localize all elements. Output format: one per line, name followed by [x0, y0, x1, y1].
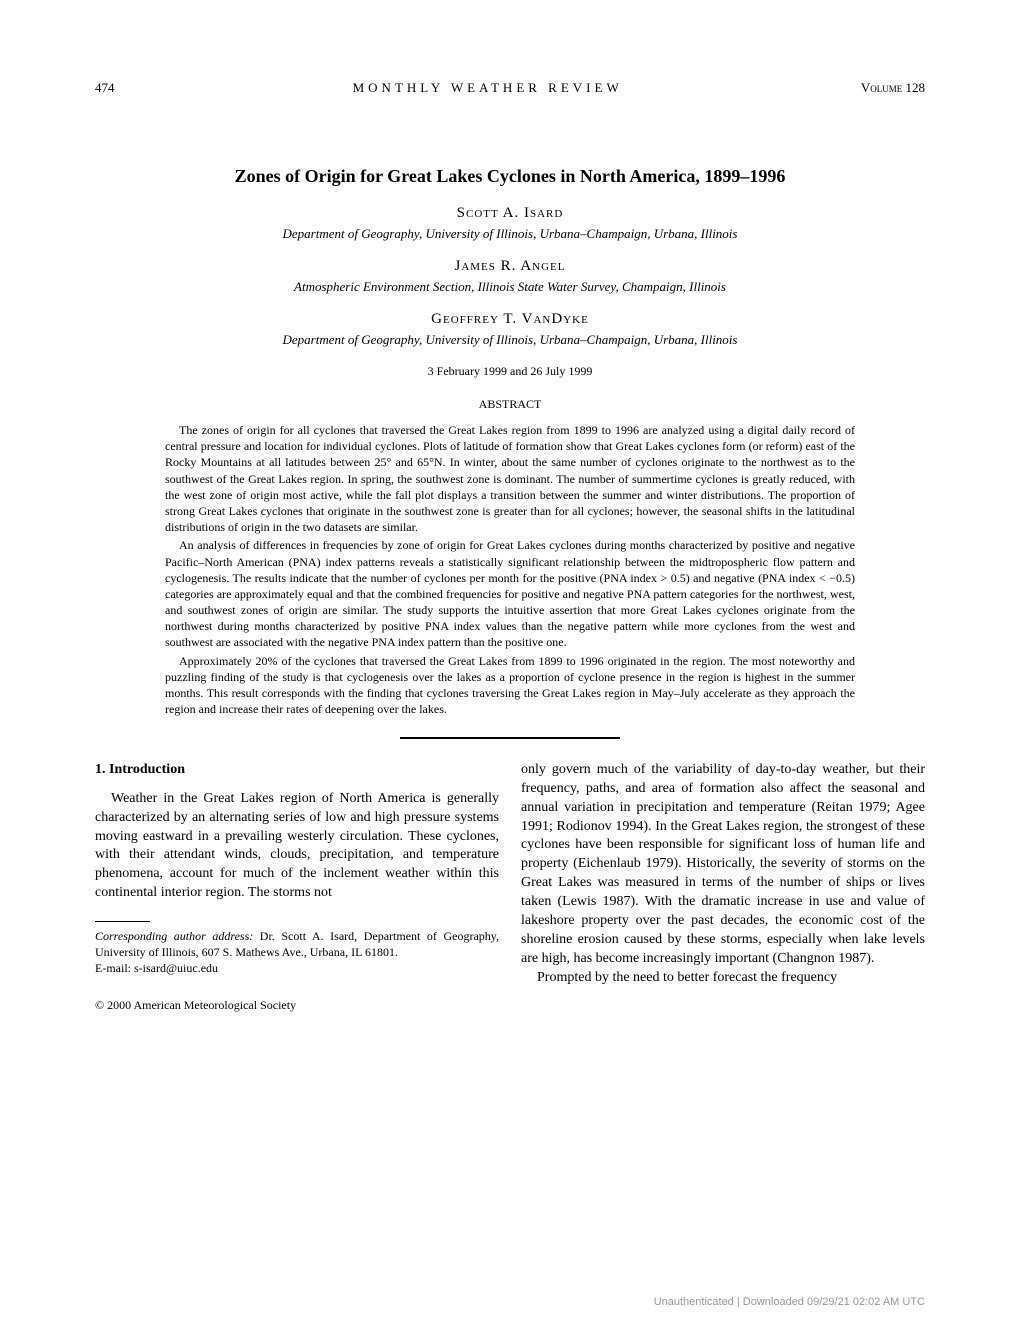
right-column: only govern much of the variability of d…	[521, 761, 925, 1013]
author-name-3: Geoffrey T. VanDyke	[95, 311, 925, 328]
copyright-notice: © 2000 American Meteorological Society	[95, 997, 499, 1013]
footnote-rule	[95, 921, 150, 922]
page-number: 474	[95, 80, 115, 96]
author-affiliation-2: Atmospheric Environment Section, Illinoi…	[95, 279, 925, 295]
download-watermark: Unauthenticated | Downloaded 09/29/21 02…	[654, 1296, 925, 1308]
abstract-heading: ABSTRACT	[95, 397, 925, 412]
author-affiliation-3: Department of Geography, University of I…	[95, 332, 925, 348]
section-heading: 1. Introduction	[95, 761, 499, 780]
corresponding-author-footnote: Corresponding author address: Dr. Scott …	[95, 928, 499, 960]
abstract-paragraph: The zones of origin for all cyclones tha…	[165, 422, 855, 535]
volume-label: Volume 128	[861, 80, 925, 96]
running-header: 474 MONTHLY WEATHER REVIEW Volume 128	[95, 80, 925, 96]
body-paragraph: only govern much of the variability of d…	[521, 761, 925, 969]
footnote-email: E-mail: s-isard@uiuc.edu	[95, 960, 499, 976]
author-affiliation-1: Department of Geography, University of I…	[95, 226, 925, 242]
left-column: 1. Introduction Weather in the Great Lak…	[95, 761, 499, 1013]
author-name-2: James R. Angel	[95, 258, 925, 275]
submission-dates: 3 February 1999 and 26 July 1999	[95, 364, 925, 379]
abstract-paragraph: Approximately 20% of the cyclones that t…	[165, 653, 855, 718]
body-columns: 1. Introduction Weather in the Great Lak…	[95, 761, 925, 1013]
footnote-label: Corresponding author address:	[95, 929, 253, 943]
body-paragraph: Weather in the Great Lakes region of Nor…	[95, 790, 499, 903]
article-title: Zones of Origin for Great Lakes Cyclones…	[95, 166, 925, 187]
abstract-paragraph: An analysis of differences in frequencie…	[165, 537, 855, 650]
journal-title: MONTHLY WEATHER REVIEW	[353, 80, 623, 96]
section-divider	[400, 737, 620, 739]
abstract-container: The zones of origin for all cyclones tha…	[165, 422, 855, 717]
body-paragraph: Prompted by the need to better forecast …	[521, 969, 925, 988]
author-name-1: Scott A. Isard	[95, 205, 925, 222]
